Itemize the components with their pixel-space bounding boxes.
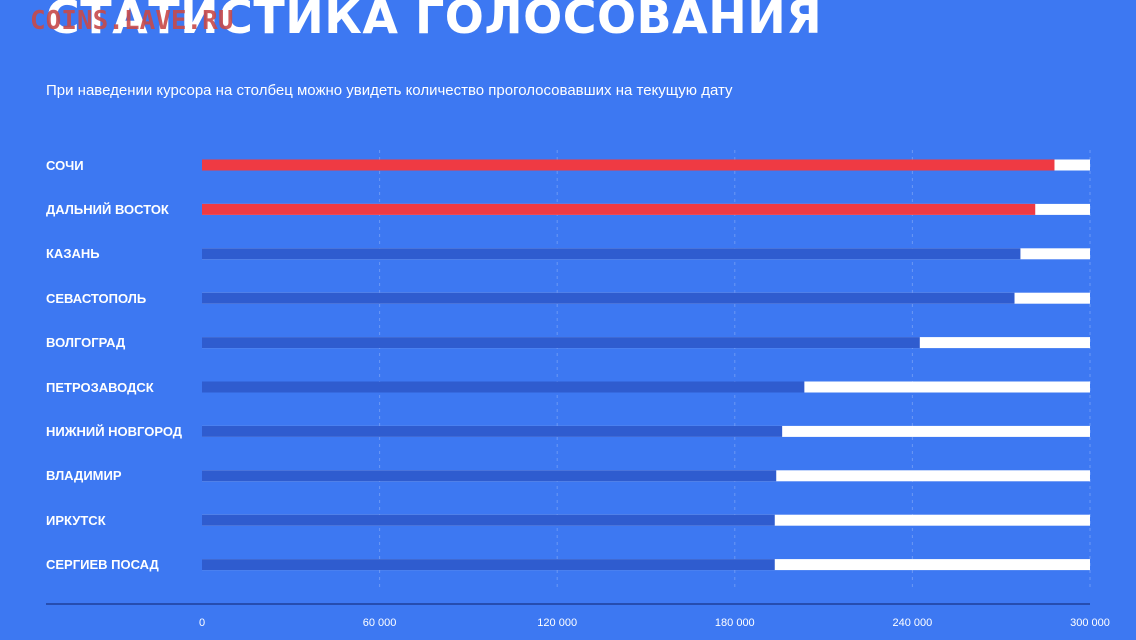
page-title: СТАТИСТИКА ГОЛОСОВАНИЯ xyxy=(46,0,823,44)
bar-9 xyxy=(202,559,775,571)
bar-2 xyxy=(202,248,1021,260)
bar-0 xyxy=(202,159,1055,171)
watermark-text: COINS.LAVE.RU xyxy=(30,6,234,36)
category-label: ВЛАДИМИР xyxy=(46,468,122,484)
bar-3 xyxy=(202,292,1015,304)
x-tick-label: 240 000 xyxy=(892,617,933,629)
category-label: СОЧИ xyxy=(46,157,84,173)
category-label: ВОЛГОГРАД xyxy=(46,335,126,351)
x-tick-label: 0 xyxy=(198,617,206,629)
x-tick-label: 180 000 xyxy=(714,617,755,629)
category-label: КАЗАНЬ xyxy=(46,246,100,262)
bar-4 xyxy=(202,337,920,349)
bar-7 xyxy=(202,470,777,482)
category-label: ПЕТРОЗАВОДСК xyxy=(46,379,154,395)
x-tick-label: 300 000 xyxy=(1070,617,1110,629)
bar-1 xyxy=(202,203,1036,215)
category-label: СЕРГИЕВ ПОСАД xyxy=(46,557,159,573)
category-label: ИРКУТСК xyxy=(46,512,106,528)
category-label: НИЖНИЙ НОВГОРОД xyxy=(46,423,183,439)
bar-5 xyxy=(202,381,805,393)
bar-6 xyxy=(202,425,783,437)
category-label: ДАЛЬНИЙ ВОСТОК xyxy=(46,201,169,217)
page-subtitle: При наведении курсора на столбец можно у… xyxy=(46,82,733,99)
category-label: СЕВАСТОПОЛЬ xyxy=(46,290,147,306)
x-tick-label: 120 000 xyxy=(537,617,578,629)
bar-8 xyxy=(202,514,775,526)
x-tick-label: 60 000 xyxy=(362,617,397,629)
